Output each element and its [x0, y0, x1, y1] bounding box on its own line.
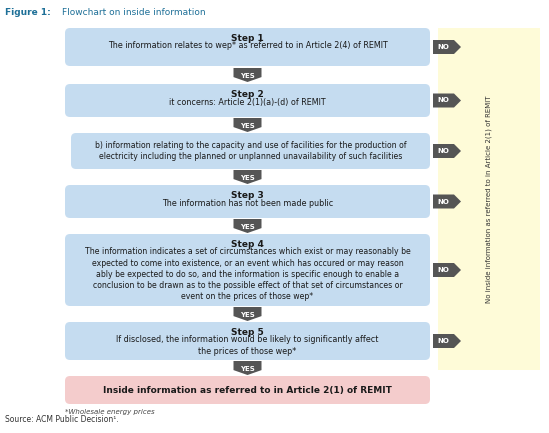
Text: If disclosed, the information would be likely to significantly affect
the prices: If disclosed, the information would be l… [116, 336, 379, 355]
Text: YES: YES [240, 366, 255, 372]
Text: YES: YES [240, 73, 255, 79]
PathPatch shape [65, 376, 430, 404]
Text: Step 5: Step 5 [231, 328, 264, 337]
Text: Figure 1:: Figure 1: [5, 8, 51, 17]
Polygon shape [233, 118, 261, 132]
Polygon shape [433, 144, 461, 158]
Text: YES: YES [240, 312, 255, 318]
Polygon shape [233, 170, 261, 184]
Polygon shape [433, 94, 461, 107]
Text: it concerns: Article 2(1)(a)-(d) of REMIT: it concerns: Article 2(1)(a)-(d) of REMI… [169, 97, 326, 107]
Text: NO: NO [438, 267, 450, 273]
Polygon shape [433, 334, 461, 348]
PathPatch shape [65, 185, 430, 218]
Text: Step 3: Step 3 [231, 191, 264, 200]
Text: NO: NO [438, 198, 450, 204]
Text: YES: YES [240, 123, 255, 129]
Text: NO: NO [438, 97, 450, 103]
Text: Flowchart on inside information: Flowchart on inside information [62, 8, 206, 17]
Polygon shape [233, 68, 261, 82]
Text: YES: YES [240, 175, 255, 181]
Polygon shape [433, 40, 461, 54]
Text: Step 4: Step 4 [231, 240, 264, 249]
Text: *Wholesale energy prices: *Wholesale energy prices [65, 409, 155, 415]
Text: Inside information as referred to in Article 2(1) of REMIT: Inside information as referred to in Art… [103, 385, 392, 394]
Text: NO: NO [438, 44, 450, 50]
PathPatch shape [65, 28, 430, 66]
Polygon shape [233, 307, 261, 321]
Text: No inside information as referred to in Article 2(1) of REMIT: No inside information as referred to in … [486, 95, 492, 303]
Text: b) information relating to the capacity and use of facilities for the production: b) information relating to the capacity … [95, 141, 406, 161]
Text: NO: NO [438, 338, 450, 344]
Text: Step 2: Step 2 [231, 90, 264, 99]
Text: The information has not been made public: The information has not been made public [162, 198, 333, 207]
PathPatch shape [65, 84, 430, 117]
PathPatch shape [71, 133, 430, 169]
PathPatch shape [65, 322, 430, 360]
Text: The information relates to wep* as referred to in Article 2(4) of REMIT: The information relates to wep* as refer… [108, 42, 388, 51]
Polygon shape [433, 263, 461, 277]
Polygon shape [233, 361, 261, 375]
Polygon shape [233, 219, 261, 233]
Text: Source: ACM Public Decision¹.: Source: ACM Public Decision¹. [5, 415, 119, 424]
Polygon shape [433, 194, 461, 209]
Text: YES: YES [240, 224, 255, 230]
PathPatch shape [438, 28, 540, 370]
Text: The information indicates a set of circumstances which exist or may reasonably b: The information indicates a set of circu… [85, 248, 410, 301]
Text: NO: NO [438, 148, 450, 154]
PathPatch shape [65, 234, 430, 306]
Text: Step 1: Step 1 [231, 34, 264, 43]
